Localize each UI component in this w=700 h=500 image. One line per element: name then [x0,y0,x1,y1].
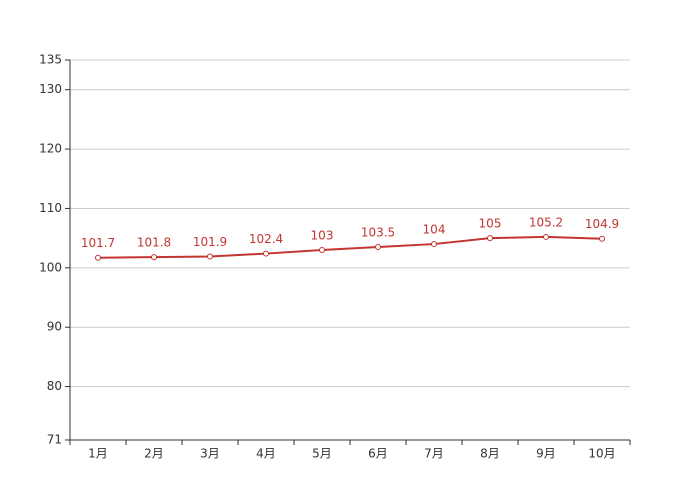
y-tick-label: 120 [39,142,62,156]
y-tick-label: 90 [47,320,62,334]
point [319,247,325,253]
x-tick-label: 4月 [256,447,276,461]
data-label: 104.9 [585,217,619,231]
point [487,235,493,242]
data-label: 101.8 [137,236,171,250]
point [599,235,605,242]
data-label: 101.9 [193,235,227,249]
data-label: 103.5 [361,226,395,240]
y-tick-label: 110 [39,201,62,215]
x-tick-label: 10月 [588,447,615,461]
y-tick-label: 80 [47,379,62,393]
line [97,235,603,259]
data-label: 102.4 [249,232,283,246]
point [207,253,213,260]
y-tick-label: 130 [39,82,62,96]
y-tick-label: 71 [47,433,62,447]
point [151,254,157,261]
x-tick-label: 3月 [200,447,220,461]
data-label: 105 [479,217,502,231]
data-label: 101.7 [81,236,115,250]
point [263,250,269,257]
point [375,244,381,251]
data-label: 103 [311,229,334,243]
y-tick-label: 100 [39,260,62,274]
point [431,241,437,248]
x-tick-label: 7月 [424,447,444,461]
x-tick-label: 2月 [144,447,164,461]
x-tick-label: 9月 [536,447,556,461]
x-tick-label: 6月 [368,447,388,461]
x-tick-label: 8月 [480,447,500,461]
point [95,254,101,261]
data-label: 104 [423,223,446,237]
point [543,233,549,240]
x-tick-label: 5月 [312,447,332,461]
x-tick-label: 1月 [88,447,108,461]
y-tick-label: 135 [39,53,62,67]
data-label: 105.2 [529,215,563,229]
